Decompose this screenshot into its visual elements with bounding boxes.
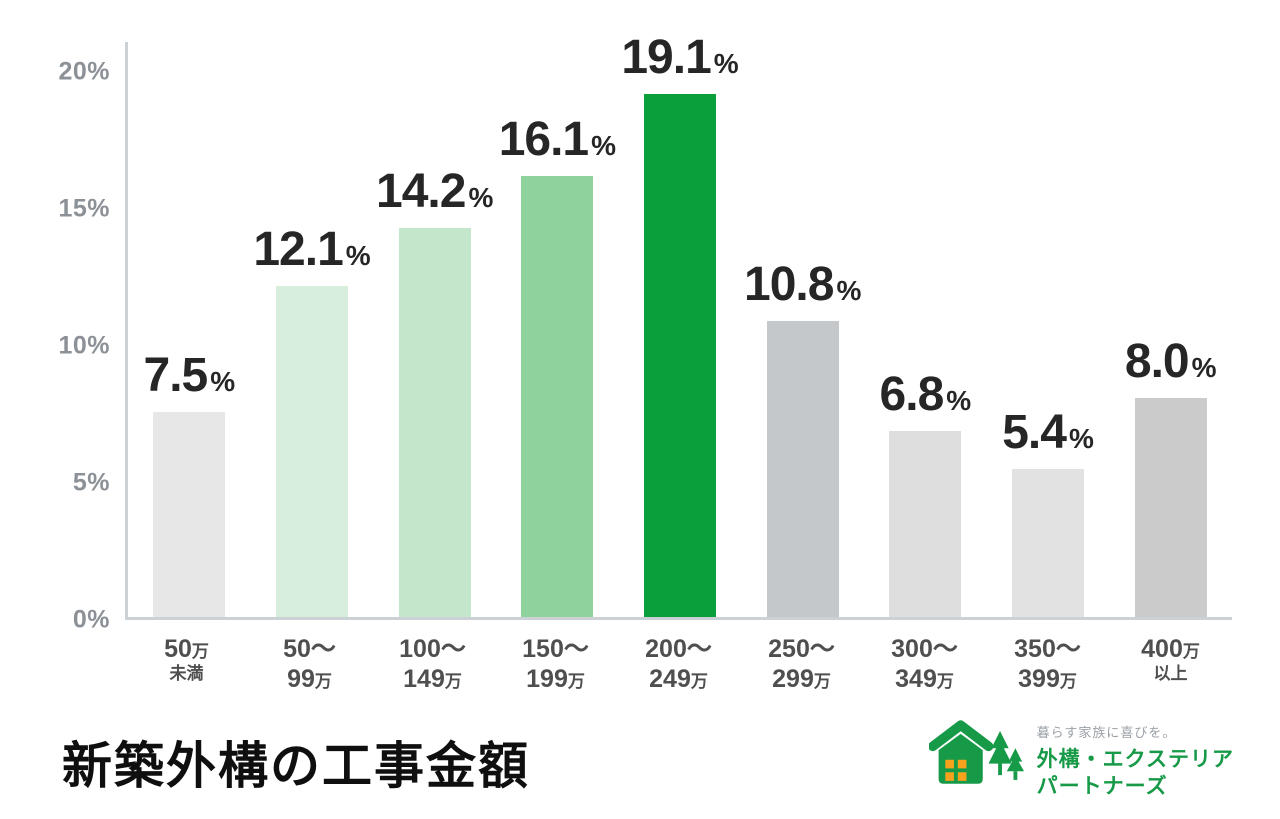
bar-value-label: 10.8% <box>744 261 861 309</box>
percent-sign: % <box>946 384 972 416</box>
brand-name-line1: 外構・エクステリア <box>1036 748 1234 771</box>
bar-value-number: 16.1 <box>498 112 589 166</box>
brand-name-line2: パートナーズ <box>1036 775 1168 799</box>
bar-value-label: 14.2% <box>376 164 494 218</box>
bar-group: 10.8% <box>741 261 864 617</box>
bar-value-number: 12.1 <box>253 222 343 276</box>
y-axis-tick-label: 5% <box>72 468 110 497</box>
x-axis: 50万 未満 50～ 99万 100～ 149万 150～ 199万 200～ 249万 250～ 2… <box>125 634 1232 694</box>
bar-group: 12.1% <box>251 222 374 617</box>
bar-value-number: 6.8 <box>879 367 945 421</box>
bar-group: 16.1% <box>496 112 619 617</box>
bar-value-number: 7.5 <box>143 348 209 402</box>
bar-group: 5.4% <box>987 409 1110 617</box>
house-windows-icon <box>944 759 967 781</box>
bar <box>521 175 594 617</box>
bar <box>398 227 471 617</box>
brand-text: 暮らす家族に喜びを。 外構・エクステリア パートナーズ <box>1037 718 1234 801</box>
bar-value-label: 5.4% <box>1002 409 1094 457</box>
bar-group: 8.0% <box>1109 334 1232 617</box>
bar-group: 7.5% <box>128 348 251 617</box>
bar-value-label: 8.0% <box>1124 334 1217 388</box>
bars-row: 7.5% 12.1% 14.2% 16.1% 19.1% 10.8% 6.8% 5.4% 8.0… <box>128 33 1232 617</box>
bar <box>276 285 348 617</box>
x-axis-label: 100～ 149万 <box>399 635 466 693</box>
percent-sign: % <box>468 181 494 213</box>
x-axis-label: 50～ 99万 <box>283 635 336 693</box>
x-axis-label: 150～ 199万 <box>522 635 589 693</box>
bar-value-number: 14.2 <box>376 164 466 218</box>
x-axis-label: 200～ 249万 <box>645 635 712 693</box>
trees-icon <box>988 730 1024 780</box>
brand-logo: 暮らす家族に喜びを。 外構・エクステリア パートナーズ <box>928 718 1234 801</box>
x-axis-label: 400万 以上 <box>1141 635 1200 683</box>
percent-sign: % <box>713 47 739 79</box>
house-roof-icon <box>928 720 993 752</box>
percent-sign: % <box>836 275 862 307</box>
bar-group: 6.8% <box>864 367 987 617</box>
x-axis-label: 300～ 349万 <box>891 635 958 693</box>
y-axis-tick-label: 15% <box>58 194 110 223</box>
percent-sign: % <box>1191 351 1217 383</box>
bar <box>153 411 226 617</box>
chart-title: 新築外構の工事金額 <box>62 738 530 794</box>
brand-tagline: 暮らす家族に喜びを。 <box>1036 725 1177 740</box>
bar-group: 14.2% <box>373 164 496 617</box>
bar-value-label: 16.1% <box>498 112 617 166</box>
bar-value-label: 7.5% <box>143 348 236 402</box>
percent-sign: % <box>1068 423 1094 454</box>
bar-value-number: 8.0 <box>1124 334 1190 388</box>
bar <box>1134 397 1207 617</box>
y-axis-tick-label: 10% <box>58 331 110 360</box>
bar-value-number: 19.1 <box>621 30 711 84</box>
percent-sign: % <box>345 239 371 271</box>
x-axis-label: 350～ 399万 <box>1014 635 1081 693</box>
y-axis-tick-label: 20% <box>58 57 110 86</box>
x-axis-label: 50万 未満 <box>164 635 209 683</box>
bar-value-label: 19.1% <box>621 30 739 84</box>
y-axis-tick-label: 0% <box>72 605 110 634</box>
chart-plot-area: 7.5% 12.1% 14.2% 16.1% 19.1% 10.8% 6.8% 5.4% 8.0… <box>125 33 1232 620</box>
bar <box>889 430 962 617</box>
bar <box>1012 469 1085 617</box>
bar-value-number: 5.4 <box>1002 406 1067 459</box>
house-body-icon <box>938 733 983 784</box>
bar <box>644 93 717 617</box>
percent-sign: % <box>210 365 236 397</box>
percent-sign: % <box>591 129 617 161</box>
bar-group: 19.1% <box>619 30 742 617</box>
bar-value-label: 12.1% <box>253 222 371 276</box>
brand-logo-icon <box>928 720 1024 784</box>
bar-value-number: 10.8 <box>744 258 834 312</box>
x-axis-label: 250～ 299万 <box>768 635 835 693</box>
bar <box>766 321 839 617</box>
bar-value-label: 6.8% <box>879 367 972 421</box>
